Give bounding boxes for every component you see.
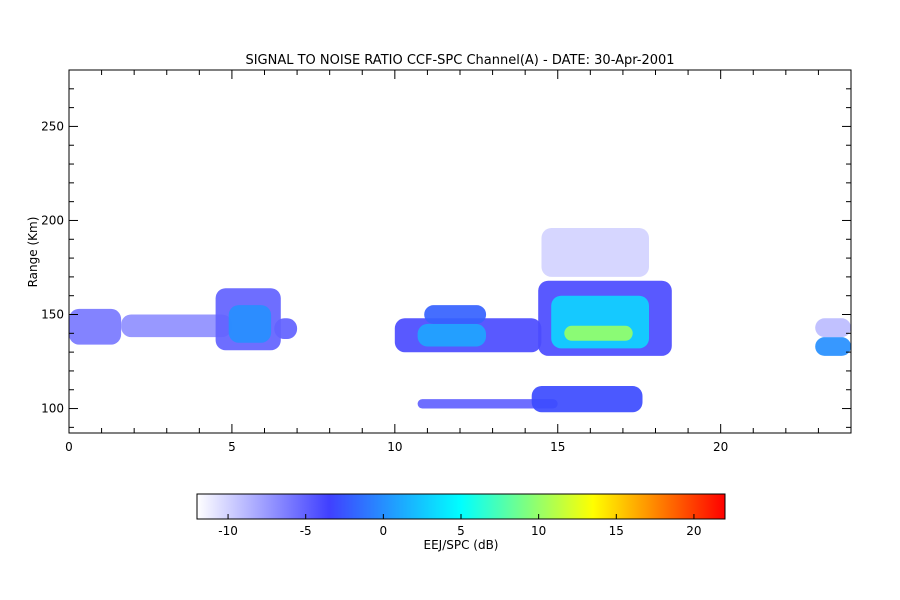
y-axis: 100 150 200 250 (41, 69, 851, 428)
heatmap-region (228, 305, 272, 343)
y-tick-label: 200 (41, 213, 64, 227)
x-tick-label: 20 (713, 440, 728, 454)
heatmap-region (417, 323, 486, 347)
colorbar-tick-label: 0 (380, 524, 388, 538)
colorbar-ticks: -10 -5 0 5 10 15 20 (218, 514, 702, 538)
colorbar-label: EEJ/SPC (dB) (423, 538, 498, 552)
y-tick-label: 250 (41, 119, 64, 133)
x-tick-label: 5 (228, 440, 236, 454)
y-tick-label: 100 (41, 402, 64, 416)
heatmap-layer (69, 228, 851, 413)
x-axis: 0 5 10 15 20 (65, 70, 852, 454)
heatmap-region (69, 308, 122, 345)
heatmap-region (417, 399, 558, 409)
colorbar (196, 493, 726, 520)
y-tick-label: 150 (41, 308, 64, 322)
colorbar-tick-label: 15 (609, 524, 624, 538)
x-tick-label: 15 (550, 440, 565, 454)
chart-title: SIGNAL TO NOISE RATIO CCF-SPC Channel(A)… (245, 53, 674, 68)
heatmap-region (274, 318, 298, 339)
colorbar-tick-label: -5 (300, 524, 312, 538)
heatmap-region (815, 318, 851, 338)
heatmap-region (815, 337, 851, 356)
colorbar-tick-label: 20 (686, 524, 701, 538)
colorbar-tick-label: 5 (457, 524, 465, 538)
y-axis-label: Range (Km) (26, 217, 40, 288)
heatmap-region (424, 305, 487, 324)
heatmap-region (564, 325, 633, 341)
heatmap-region (531, 386, 643, 413)
heatmap-region (121, 314, 232, 338)
plot-frame (68, 69, 852, 434)
x-tick-label: 0 (65, 440, 73, 454)
x-tick-label: 10 (387, 440, 402, 454)
colorbar-tick-label: -10 (218, 524, 238, 538)
colorbar-tick-label: 10 (531, 524, 546, 538)
heatmap-region (541, 228, 649, 277)
